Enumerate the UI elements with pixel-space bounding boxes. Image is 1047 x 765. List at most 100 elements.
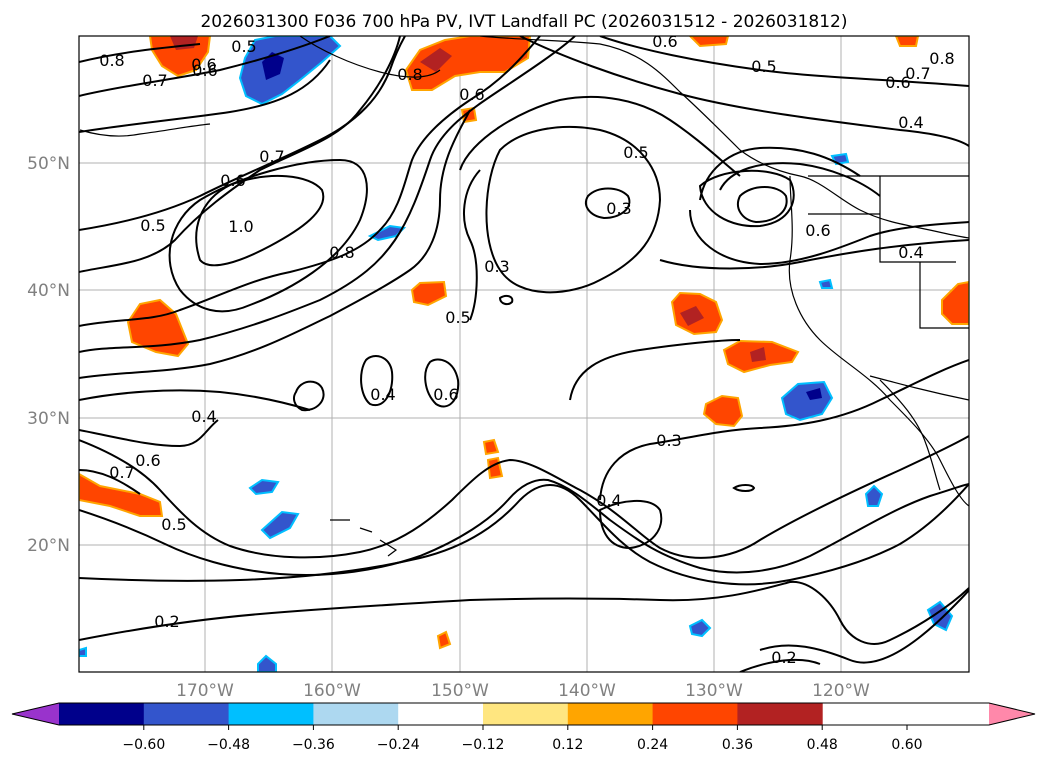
- anomaly-negative: [688, 618, 712, 638]
- anomaly-positive: [482, 438, 500, 456]
- contour-closed: [737, 186, 788, 224]
- contour-line: [79, 36, 576, 353]
- lat-label: 50°N: [27, 154, 70, 174]
- contour-line: [79, 36, 331, 97]
- contour-closed: [732, 484, 756, 492]
- contour-label: 0.4: [370, 385, 395, 404]
- colorbar-box: [59, 703, 145, 725]
- contour-line: [79, 109, 471, 379]
- anomaly-negative: [79, 646, 87, 657]
- contour-label: 0.5: [623, 143, 648, 162]
- coastline-baja: [879, 379, 941, 491]
- map-panel: 0.8 0.7 0.6 0.5 0.8 0.6 0.6 0.5 0.7 0.6 …: [27, 32, 970, 701]
- contour-label: 0.3: [656, 431, 681, 450]
- pv-contours: [79, 36, 969, 672]
- contour-label: 0.2: [154, 612, 179, 631]
- contour-line: [739, 658, 821, 672]
- lon-label: 150°W: [431, 681, 489, 701]
- contour-label: 0.7: [905, 64, 930, 83]
- contour-line: [659, 239, 969, 270]
- colorbar-box: [313, 703, 399, 725]
- anomaly-negative: [248, 478, 280, 496]
- anomaly-positive-strong: [420, 48, 452, 72]
- colorbar-box: [652, 703, 738, 725]
- lon-label: 120°W: [812, 681, 870, 701]
- anomaly-positive: [126, 298, 190, 358]
- colorbar-tick-label: 0.12: [552, 737, 583, 753]
- contour-line: [79, 580, 969, 645]
- anomaly-positive: [410, 280, 448, 307]
- contour-label: 0.6: [191, 55, 216, 74]
- colorbar-tick-label: −0.24: [377, 737, 420, 753]
- contour-closed: [360, 355, 394, 407]
- contour-line: [599, 359, 969, 501]
- lon-label: 170°W: [176, 681, 234, 701]
- contour-labels: 0.8 0.7 0.6 0.5 0.8 0.6 0.6 0.5 0.7 0.6 …: [99, 32, 954, 667]
- contour-closed: [195, 175, 325, 267]
- contour-closed: [424, 358, 460, 408]
- colorbar-box: [483, 703, 569, 725]
- shaded-anomalies: [79, 36, 969, 672]
- coastline-north-america: [479, 36, 969, 239]
- colorbar-tick-label: −0.12: [462, 737, 505, 753]
- coastlines: [79, 36, 969, 557]
- colorbar-extend-high: [989, 703, 1035, 725]
- contour-line: [79, 36, 401, 273]
- lon-label: 160°W: [303, 681, 361, 701]
- colorbar-extend-low: [12, 703, 59, 725]
- anomaly-positive: [702, 394, 744, 428]
- anomaly-positive: [79, 472, 164, 517]
- contour-line: [699, 146, 861, 201]
- colorbar: −0.60 −0.48 −0.36 −0.24 −0.12 0.12 0.24 0.36 0.4…: [11, 702, 1036, 753]
- anomaly-positive: [436, 630, 452, 650]
- border-us-mexico: [869, 375, 969, 401]
- contour-line: [79, 36, 541, 327]
- contour-label: 0.6: [885, 73, 910, 92]
- contour-closed: [293, 380, 325, 412]
- latitude-labels: 50°N 40°N 30°N 20°N: [27, 154, 70, 556]
- anomaly-positive: [894, 36, 920, 47]
- contour-label: 0.4: [596, 491, 621, 510]
- contour-label: 0.6: [652, 32, 677, 51]
- contour-label: 0.4: [898, 113, 923, 132]
- contour-label: 0.5: [161, 515, 186, 534]
- contour-line: [79, 59, 331, 133]
- colorbar-tick-label: −0.60: [122, 737, 165, 753]
- colorbar-box: [228, 703, 314, 725]
- lon-label: 140°W: [558, 681, 616, 701]
- coastline-hawaii: [330, 519, 398, 557]
- colorbar-tick-label: 0.48: [807, 737, 838, 753]
- anomaly-negative: [926, 600, 954, 632]
- contour-label: 0.5: [445, 308, 470, 327]
- contour-label: 0.3: [484, 257, 509, 276]
- contour-label: 0.4: [898, 243, 923, 262]
- contour-line: [79, 478, 969, 577]
- anomaly-negative-strong: [806, 388, 822, 400]
- contour-line: [79, 419, 219, 448]
- anomaly-negative: [260, 510, 300, 540]
- anomaly-positive-strong: [680, 306, 704, 326]
- contour-line: [79, 36, 406, 231]
- contour-label: 0.5: [751, 57, 776, 76]
- colorbar-box: [737, 703, 823, 725]
- colorbar-tick-label: −0.48: [207, 737, 250, 753]
- anomaly-negative: [257, 654, 277, 672]
- contour-line: [599, 36, 969, 87]
- contour-label: 0.6: [433, 385, 458, 404]
- contour-label: 0.4: [191, 407, 216, 426]
- colorbar-box: [143, 703, 230, 725]
- contour-line: [719, 162, 881, 197]
- contour-label: 1.0: [228, 217, 253, 236]
- contour-label: 0.8: [397, 65, 422, 84]
- state-borders: [808, 176, 969, 329]
- anomaly-negative: [864, 484, 884, 507]
- longitude-labels: 170°W 160°W 150°W 140°W 130°W 120°W: [176, 681, 870, 701]
- contour-line: [79, 435, 969, 559]
- anomaly-positive: [148, 36, 212, 78]
- lon-label: 130°W: [685, 681, 743, 701]
- colorbar-boxes: [59, 703, 823, 725]
- contour-label: 0.8: [929, 49, 954, 68]
- contour-label: 0.8: [99, 51, 124, 70]
- contour-label: 0.7: [142, 71, 167, 90]
- contour-label: 0.7: [259, 147, 284, 166]
